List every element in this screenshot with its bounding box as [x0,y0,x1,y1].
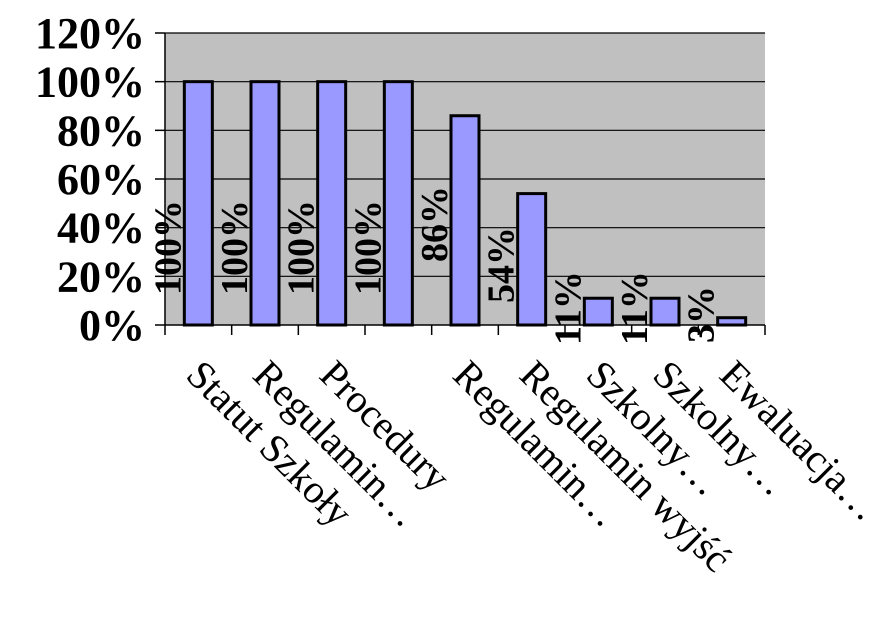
y-tick-label: 40% [57,204,145,253]
data-label: 86% [414,186,456,262]
bars [182,80,748,327]
y-tick-label: 0% [79,301,145,350]
data-label: 3% [681,286,723,343]
data-label: 54% [481,227,523,303]
data-labels: 100% 100% 100% 100% 86% 54% 11% 11% 3% [147,186,722,345]
y-tick-label: 60% [57,155,145,204]
data-label: 100% [281,200,323,295]
data-label: 100% [147,200,189,295]
data-label: 100% [214,200,256,295]
y-tick-label: 80% [57,106,145,155]
bar [182,80,214,327]
data-label: 11% [614,271,656,345]
y-tick-label: 120% [35,9,145,58]
data-label: 11% [547,271,589,345]
y-tick-label: 100% [35,58,145,107]
data-label: 100% [347,200,389,295]
y-tick-labels: 0%20%40%60%80%100%120% [35,9,145,350]
axes [155,32,766,335]
x-category-labels: Statut SzkołyRegulamin…ProceduryRegulami… [178,352,889,581]
y-tick-label: 20% [57,252,145,301]
